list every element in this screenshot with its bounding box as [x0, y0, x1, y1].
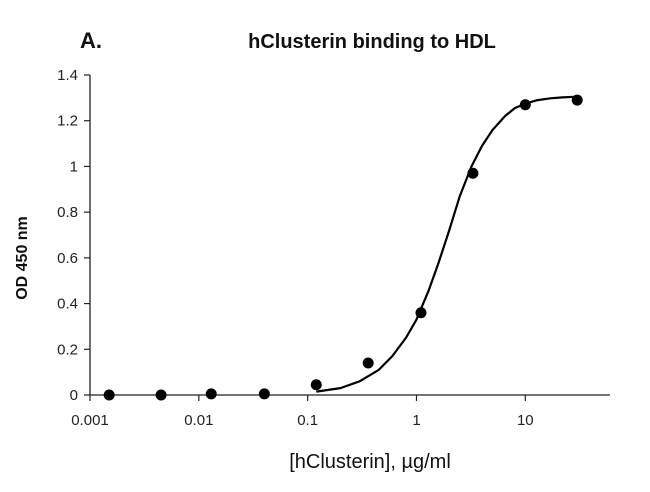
x-tick-label: 1: [412, 412, 420, 429]
data-point: [155, 389, 167, 401]
y-tick-label: 1.2: [57, 113, 78, 130]
data-point: [467, 167, 479, 179]
data-point: [415, 307, 427, 319]
data-point: [519, 99, 531, 111]
y-tick-label: 0.2: [57, 341, 78, 358]
x-tick-label: 0.001: [71, 412, 109, 429]
x-tick-label: 0.01: [184, 412, 213, 429]
x-ticks: 0.001 0.01 0.1 1 10: [71, 395, 534, 429]
data-point: [258, 388, 270, 400]
y-tick-label: 0.6: [57, 250, 78, 267]
y-tick-label: 0.4: [57, 296, 78, 313]
chart-title: hClusterin binding to HDL: [248, 31, 496, 53]
plot-area: [103, 94, 583, 401]
y-tick-label: 0: [70, 387, 78, 404]
data-point: [205, 388, 217, 400]
x-tick-label: 0.1: [297, 412, 318, 429]
y-axis-title: OD 450 nm: [14, 216, 31, 300]
data-point: [571, 94, 583, 106]
y-tick-label: 0.8: [57, 204, 78, 221]
x-tick-label: 10: [517, 412, 534, 429]
axes: [89, 75, 610, 396]
fit-curve: [316, 95, 578, 393]
data-point: [362, 357, 374, 369]
data-point: [103, 389, 115, 401]
x-axis-title: [hClusterin], µg/ml: [289, 451, 451, 473]
panel-label: A.: [80, 28, 102, 53]
y-ticks: 0 0.2 0.4 0.6 0.8 1 1.2 1.4: [57, 67, 90, 404]
data-point: [310, 379, 322, 391]
y-tick-label: 1: [70, 158, 78, 175]
y-tick-label: 1.4: [57, 67, 78, 84]
